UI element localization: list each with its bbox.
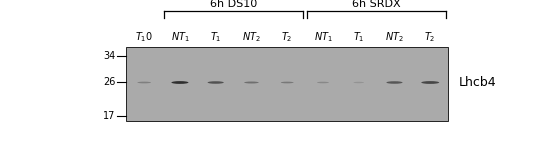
Bar bbox=[126, 47, 448, 121]
Text: $T_2$: $T_2$ bbox=[425, 30, 436, 44]
Ellipse shape bbox=[387, 81, 403, 84]
Text: Lhcb4: Lhcb4 bbox=[459, 76, 497, 89]
Text: 6h DS10: 6h DS10 bbox=[210, 0, 257, 9]
Text: $T_1$: $T_1$ bbox=[353, 30, 365, 44]
Ellipse shape bbox=[138, 82, 151, 83]
Ellipse shape bbox=[354, 82, 364, 83]
Text: 26: 26 bbox=[103, 77, 116, 87]
Text: $T_1$0: $T_1$0 bbox=[135, 30, 153, 44]
Text: $NT_2$: $NT_2$ bbox=[242, 30, 261, 44]
Text: $T_2$: $T_2$ bbox=[282, 30, 293, 44]
Text: 6h SRDX: 6h SRDX bbox=[353, 0, 401, 9]
Ellipse shape bbox=[244, 82, 258, 83]
Text: 34: 34 bbox=[103, 51, 116, 61]
Ellipse shape bbox=[207, 81, 224, 84]
Ellipse shape bbox=[281, 82, 294, 83]
Text: $T_1$: $T_1$ bbox=[210, 30, 222, 44]
Text: $NT_1$: $NT_1$ bbox=[170, 30, 189, 44]
Text: $NT_2$: $NT_2$ bbox=[385, 30, 404, 44]
Text: 17: 17 bbox=[103, 111, 116, 121]
Ellipse shape bbox=[421, 81, 439, 84]
Text: $NT_1$: $NT_1$ bbox=[314, 30, 332, 44]
Ellipse shape bbox=[317, 82, 329, 83]
Ellipse shape bbox=[172, 81, 189, 84]
